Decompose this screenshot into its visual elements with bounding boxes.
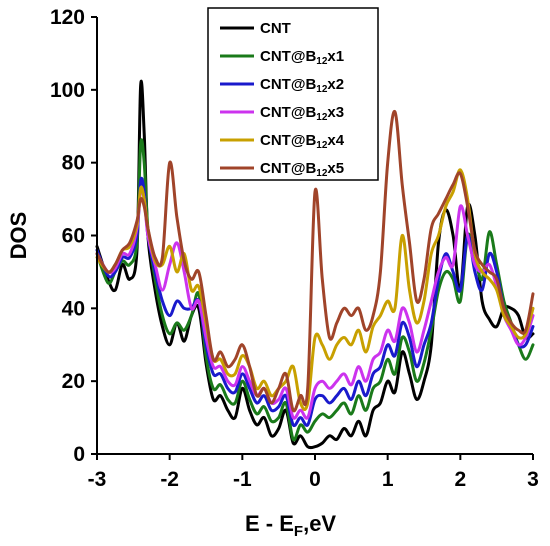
legend-label-main: CNT [260,20,291,37]
legend-label-tail: x3 [327,104,344,121]
series-line-cnt-b12x5 [95,110,535,413]
legend: CNTCNT@B12x1CNT@B12x2CNT@B12x3CNT@B12x4C… [207,7,379,181]
y-tick-label: 60 [62,225,85,248]
x-tick-label: -2 [160,468,179,491]
x-axis-title-main: E - E [245,511,294,536]
x-ticks: -3 -2 -1 0 1 2 3 [88,454,539,491]
y-tick-label: 40 [62,297,85,320]
x-tick-label: -1 [233,468,252,491]
legend-label-main: CNT@B [260,160,316,177]
series-line-cnt-b12x2 [95,176,535,428]
y-ticks: 0 20 40 60 80 100 120 [50,6,97,466]
legend-label-tail: x1 [327,48,344,65]
x-tick-label: -3 [88,468,107,491]
x-axis-title-tail: ,eV [303,511,336,536]
series-line-cnt-b12x3 [95,188,535,420]
legend-label: CNT@B12x5 [260,160,344,179]
series-line-cnt-b12x4 [95,168,535,411]
series-line-cnt-b12x1 [95,138,535,442]
legend-label: CNT@B12x1 [260,48,344,67]
x-axis-title: E - EF,eV [245,511,336,540]
legend-label-tail: x4 [327,132,344,149]
legend-label: CNT@B12x3 [260,104,344,123]
legend-label-tail: x2 [327,76,344,93]
y-tick-label: 80 [62,152,85,175]
series-layer [95,79,535,450]
legend-box [207,7,379,181]
legend-label-sub: 12 [316,84,328,95]
x-tick-label: 0 [309,468,321,491]
legend-label-main: CNT@B [260,132,316,149]
legend-label-main: CNT@B [260,104,316,121]
x-tick-label: 1 [382,468,394,491]
legend-label-tail: x5 [327,160,344,177]
x-tick-label: 3 [527,468,539,491]
y-tick-label: 0 [73,443,85,466]
y-tick-label: 120 [50,6,85,29]
legend-items: CNTCNT@B12x1CNT@B12x2CNT@B12x3CNT@B12x4C… [220,20,345,179]
legend-label: CNT@B12x4 [260,132,345,151]
legend-label-main: CNT@B [260,48,316,65]
legend-label-sub: 12 [316,168,328,179]
y-axis-title: DOS [6,212,31,260]
y-tick-label: 100 [50,79,85,102]
legend-label-sub: 12 [316,112,328,123]
legend-label-sub: 12 [316,56,328,67]
legend-label: CNT [260,20,291,37]
legend-label-main: CNT@B [260,76,316,93]
legend-label: CNT@B12x2 [260,76,344,95]
x-axis-title-sub: F [294,523,303,540]
legend-label-sub: 12 [316,140,328,151]
y-tick-label: 20 [62,370,85,393]
x-tick-label: 2 [454,468,466,491]
